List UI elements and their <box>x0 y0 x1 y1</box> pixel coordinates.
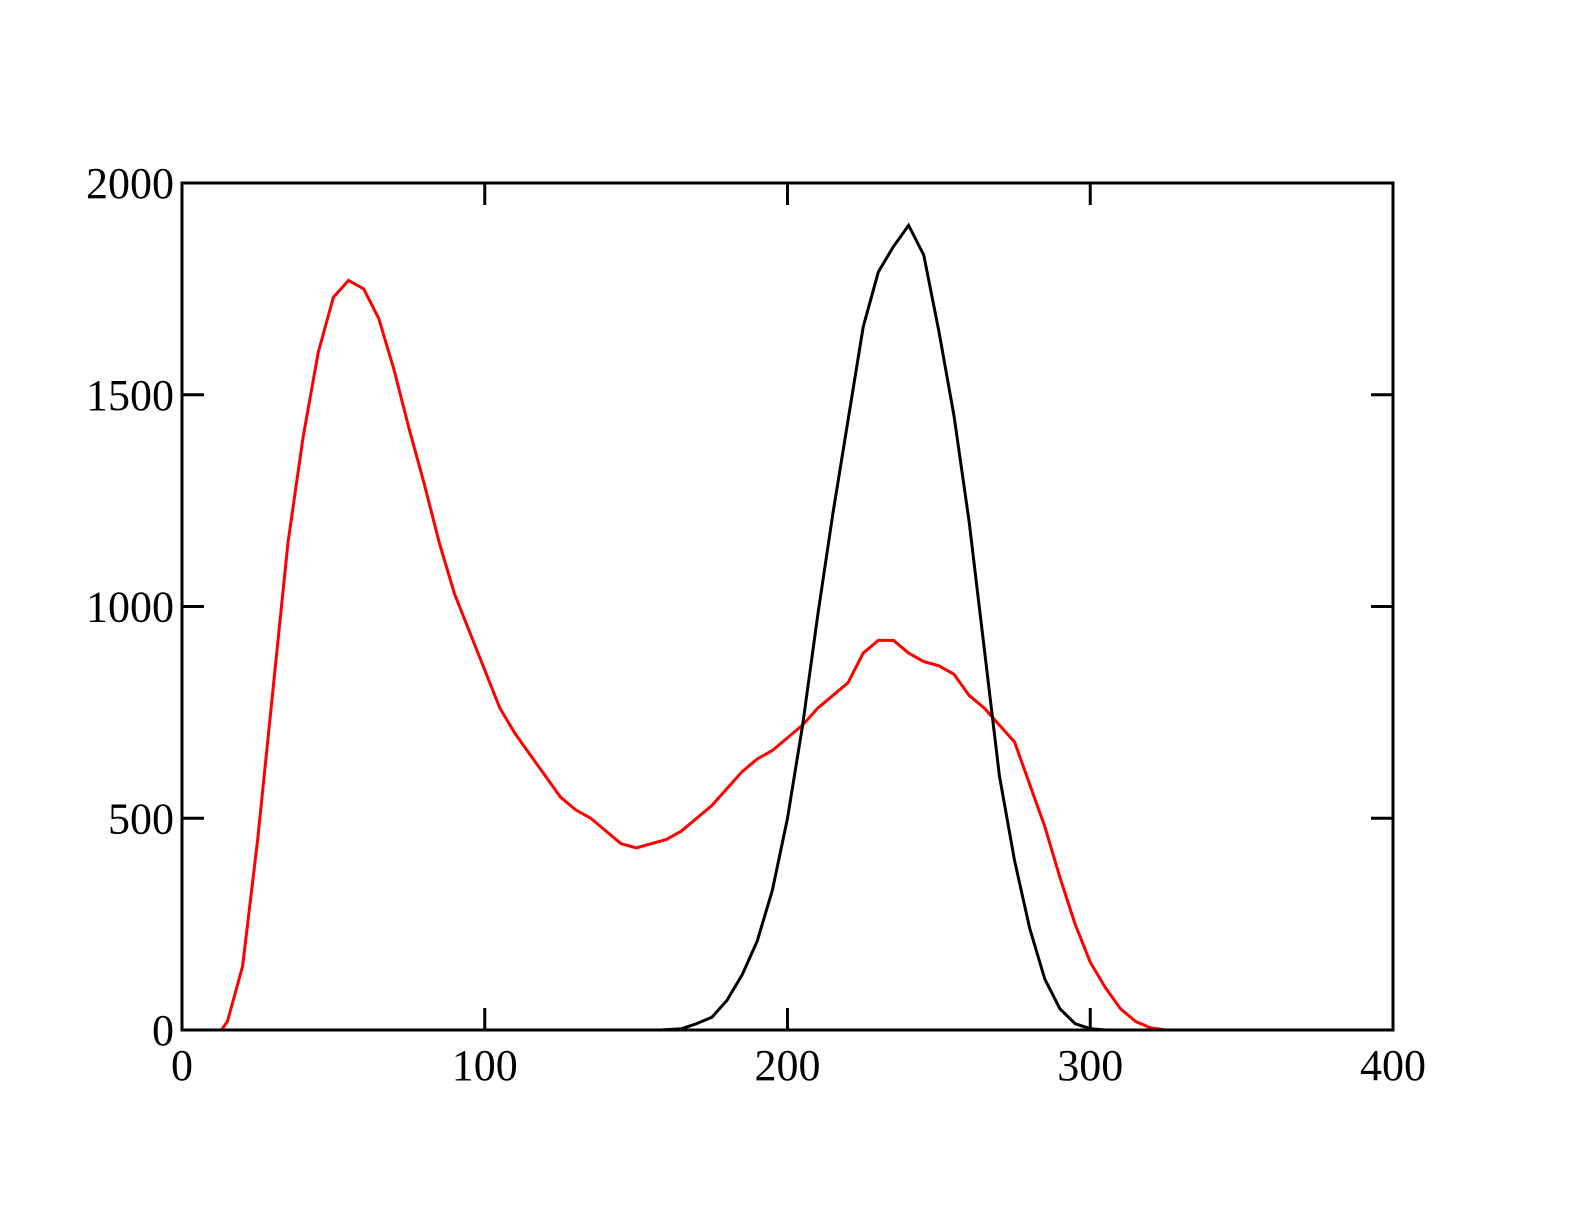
y-tick-label: 500 <box>108 794 174 843</box>
x-tick-label: 100 <box>452 1041 518 1090</box>
y-tick-label: 1500 <box>86 371 174 420</box>
y-tick-label: 0 <box>152 1006 174 1055</box>
x-tick-label: 400 <box>1360 1041 1426 1090</box>
y-tick-label: 1000 <box>86 583 174 632</box>
series-line <box>220 278 1182 1032</box>
x-tick-label: 0 <box>171 1041 193 1090</box>
plot-frame <box>180 181 1395 1032</box>
x-tick-label: 200 <box>755 1041 821 1090</box>
x-tick-label: 300 <box>1057 1041 1123 1090</box>
series-line <box>660 222 1106 1032</box>
y-tick-label: 2000 <box>86 159 174 208</box>
